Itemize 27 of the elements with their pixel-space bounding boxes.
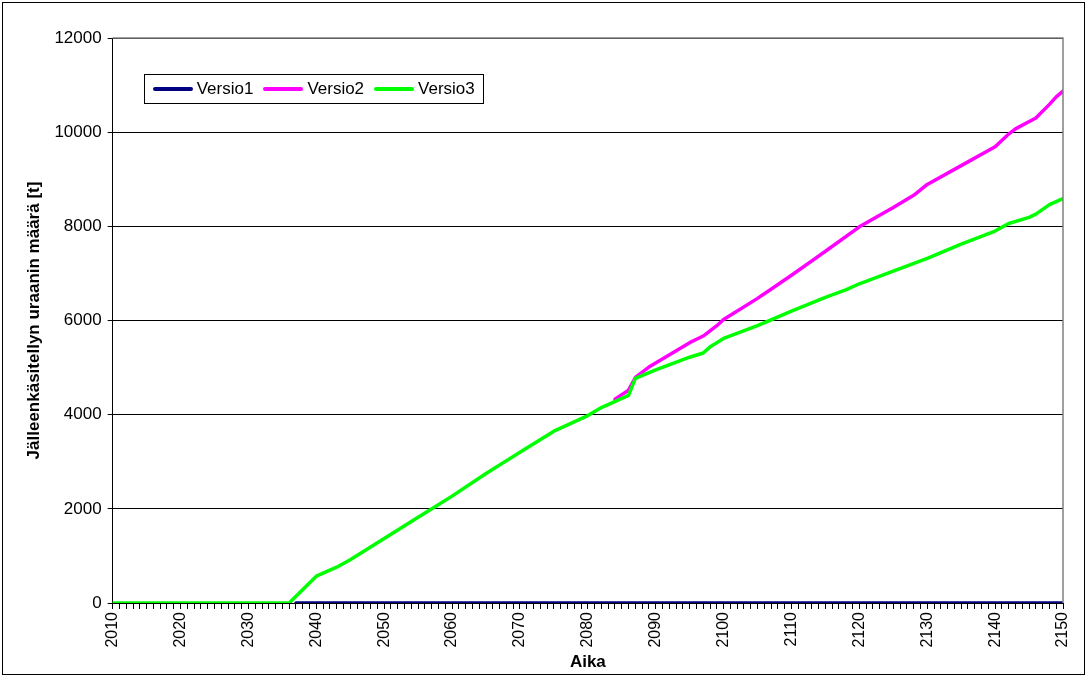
- x-tick-label: 2150: [1053, 611, 1071, 648]
- y-tick-label: 4000: [63, 404, 102, 424]
- x-tick-label: 2110: [781, 611, 799, 647]
- legend-label: Versio1: [196, 79, 254, 99]
- x-tick-label: 2020: [170, 611, 188, 648]
- x-tick-label: 2130: [917, 611, 935, 648]
- x-tick-label: 2090: [646, 611, 664, 648]
- legend-label: Versio2: [307, 79, 365, 99]
- x-tick-label: 2030: [238, 611, 256, 648]
- y-tick-label: 0: [92, 592, 102, 612]
- x-tick-label: 2140: [985, 611, 1003, 648]
- y-tick-label: 2000: [63, 498, 102, 518]
- x-tick-label: 2060: [442, 611, 460, 648]
- x-tick-label: 2050: [374, 611, 392, 648]
- y-tick-label: 12000: [54, 27, 102, 47]
- y-tick-label: 10000: [54, 121, 102, 141]
- x-axis-title: Aika: [569, 652, 607, 672]
- x-tick-label: 2040: [306, 611, 324, 648]
- x-tick-label: 2120: [849, 611, 867, 648]
- legend-label: Versio3: [418, 79, 475, 99]
- x-tick-label: 2100: [714, 611, 731, 648]
- x-tick-label: 2010: [103, 611, 121, 648]
- y-tick-label: 6000: [63, 310, 102, 330]
- x-tick-label: 2080: [578, 611, 596, 648]
- y-axis-title: Jälleenkäsitellyn uraanin määrä [t]: [23, 181, 43, 460]
- x-tick-label: 2070: [510, 611, 528, 648]
- y-tick-label: 8000: [63, 216, 102, 236]
